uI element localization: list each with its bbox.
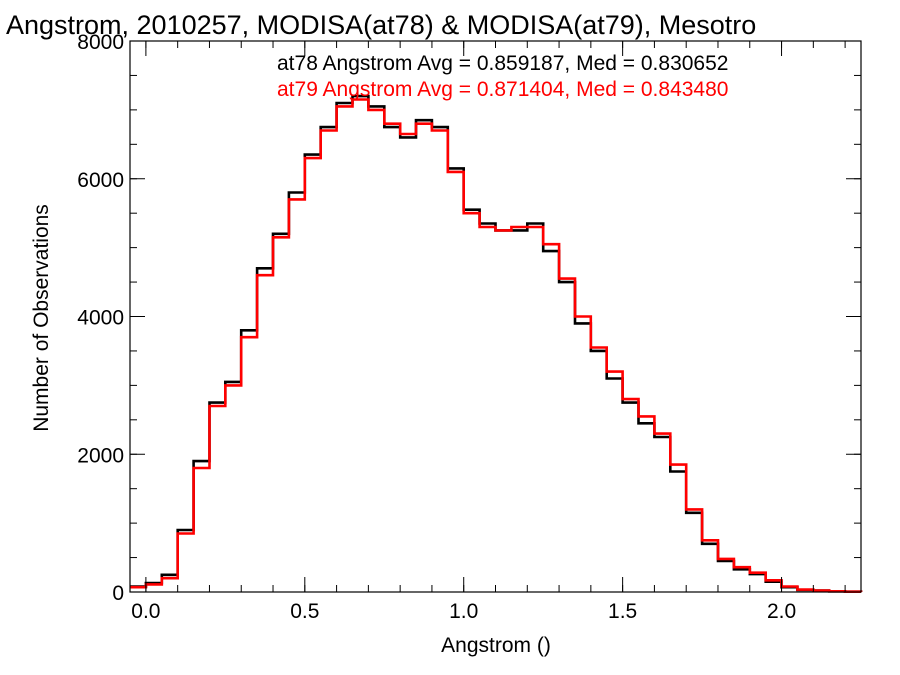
- chart-title: Angstrom, 2010257, MODISA(at78) & MODISA…: [6, 10, 756, 40]
- x-tick-label: 0.0: [131, 600, 160, 623]
- axes-layer: 0.0 0.5 1.0 1.5 2.0 0 2000 4000 6000 8000: [77, 31, 862, 623]
- series-layer: [130, 94, 863, 593]
- stats-annotation-2: at79 Angstrom Avg = 0.871404, Med = 0.84…: [277, 78, 728, 101]
- y-tick-label: 0: [112, 582, 124, 605]
- x-tick-label: 1.0: [449, 600, 478, 623]
- y-tick-label: 8000: [77, 31, 124, 54]
- stats-annotation-1: at78 Angstrom Avg = 0.859187, Med = 0.83…: [277, 52, 728, 75]
- x-tick-label: 0.5: [290, 600, 319, 623]
- plot-frame: [129, 40, 862, 593]
- y-axis-label: Number of Observations: [30, 204, 53, 432]
- y-tick-label: 6000: [77, 169, 124, 192]
- x-axis-label: Angstrom (): [441, 634, 551, 657]
- y-tick-label: 4000: [77, 307, 124, 330]
- y-tick-label: 2000: [77, 444, 124, 467]
- x-tick-label: 1.5: [608, 600, 637, 623]
- series-1-step-line: [130, 94, 863, 593]
- annotation-layer: at78 Angstrom Avg = 0.859187, Med = 0.83…: [277, 52, 728, 101]
- x-tick-label: 2.0: [767, 600, 796, 623]
- series-2-step-line: [130, 98, 863, 593]
